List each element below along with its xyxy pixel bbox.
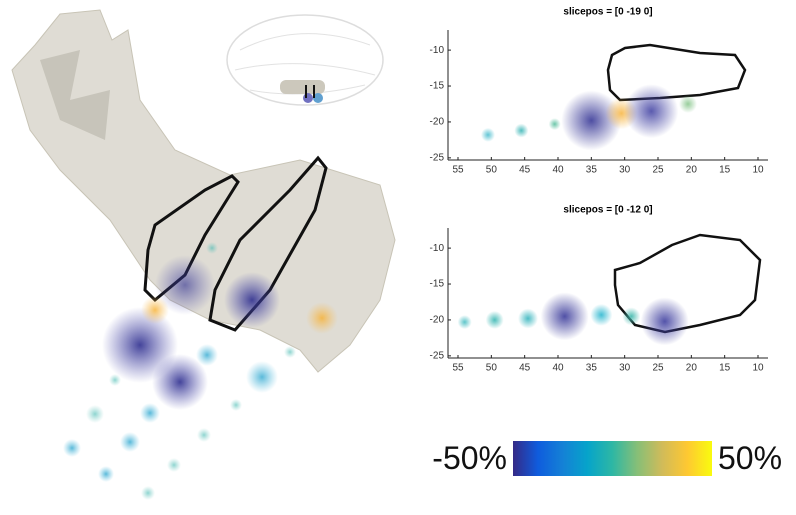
chart-title: slicepos = [0 -12 0] — [563, 205, 652, 216]
x-tick-label: 20 — [686, 165, 698, 176]
render-3d — [12, 10, 395, 500]
point — [622, 307, 640, 325]
colorbar-label: 50% — [718, 440, 782, 476]
figure: slicepos = [0 -19 0] -25 -20 -15 -10 55 50 45 40… — [0, 0, 796, 510]
x-tick-label: 35 — [586, 363, 598, 374]
x-tick-label: 30 — [619, 363, 631, 374]
x-tick-label: 15 — [719, 363, 731, 374]
y-tick-label: -15 — [430, 81, 445, 92]
y-tick-label: -25 — [430, 350, 445, 361]
x-tick-label: 55 — [452, 165, 464, 176]
y-tick-label: -15 — [430, 279, 445, 290]
colorbar — [513, 441, 712, 476]
x-tick-label: 10 — [752, 165, 764, 176]
x-tick-label: 20 — [686, 363, 698, 374]
y-tick-label: -20 — [430, 117, 445, 128]
x-tick-label: 45 — [519, 363, 531, 374]
x-tick-label: 55 — [452, 363, 464, 374]
x-tick-label: 35 — [586, 165, 598, 176]
point — [486, 311, 504, 329]
x-tick-label: 50 — [486, 363, 498, 374]
point — [514, 124, 528, 138]
y-tick-label: -25 — [430, 152, 445, 163]
x-tick-label: 15 — [719, 165, 731, 176]
point — [641, 297, 689, 345]
x-tick-label: 25 — [652, 165, 664, 176]
point — [549, 118, 561, 130]
point — [458, 315, 472, 329]
y-tick-label: -10 — [430, 45, 445, 56]
x-tick-label: 40 — [552, 165, 564, 176]
y-tick-label: -10 — [430, 243, 445, 254]
x-tick-label: 40 — [552, 363, 564, 374]
y-tick-label: -20 — [430, 315, 445, 326]
x-tick-label: 30 — [619, 165, 631, 176]
contour — [608, 45, 745, 100]
x-tick-label: 50 — [486, 165, 498, 176]
point — [679, 95, 697, 113]
point — [590, 304, 612, 326]
x-tick-label: 45 — [519, 165, 531, 176]
point — [624, 84, 678, 138]
chart-title: slicepos = [0 -19 0] — [563, 7, 652, 18]
point — [481, 128, 495, 142]
colorbar-label: -50% — [432, 440, 507, 476]
x-tick-label: 25 — [652, 363, 664, 374]
point — [518, 308, 538, 328]
point — [541, 292, 589, 340]
x-tick-label: 10 — [752, 363, 764, 374]
